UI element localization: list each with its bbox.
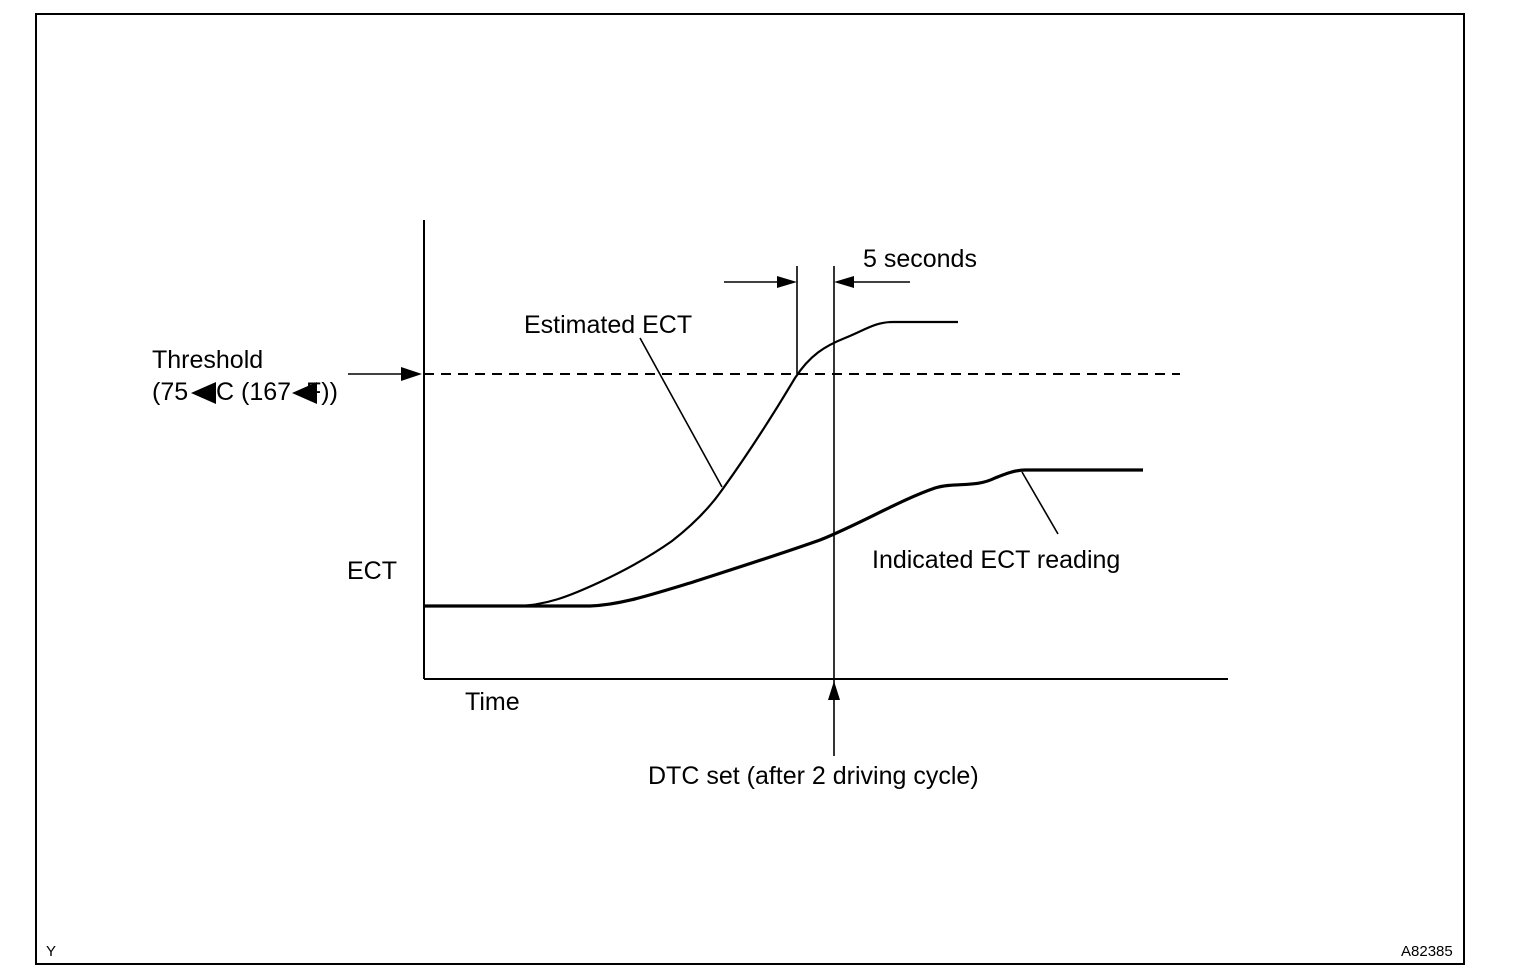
threshold-value-part1: (75	[152, 378, 188, 406]
corner-code-left: Y	[46, 943, 56, 960]
five-seconds-label: 5 seconds	[863, 245, 977, 273]
indicated-ect-curve	[424, 468, 1143, 608]
ect-axis-label: ECT	[347, 557, 397, 585]
threshold-value-label: (75 C (167 F))	[152, 378, 338, 406]
indicated-ect-leader	[1021, 471, 1059, 535]
estimated-ect-leader	[639, 337, 723, 488]
five-seconds-left-arrowhead	[777, 276, 797, 288]
threshold-value-part3: F))	[306, 378, 338, 406]
threshold-label: Threshold	[152, 346, 263, 374]
threshold-value-part2: C (167	[216, 378, 291, 406]
degree-glyph-1	[191, 382, 216, 404]
degree-glyph-2	[292, 382, 317, 404]
figure-frame	[35, 13, 1465, 965]
five-seconds-right-arrowhead	[834, 276, 854, 288]
time-axis-label: Time	[465, 688, 520, 716]
dtc-set-arrowhead	[828, 681, 840, 700]
dtc-set-label: DTC set (after 2 driving cycle)	[648, 762, 979, 790]
estimated-ect-curve	[424, 320, 958, 608]
estimated-ect-label: Estimated ECT	[524, 311, 692, 339]
indicated-ect-label: Indicated ECT reading	[872, 546, 1120, 574]
figure-code: A82385	[1401, 943, 1453, 960]
threshold-arrowhead	[401, 367, 422, 381]
